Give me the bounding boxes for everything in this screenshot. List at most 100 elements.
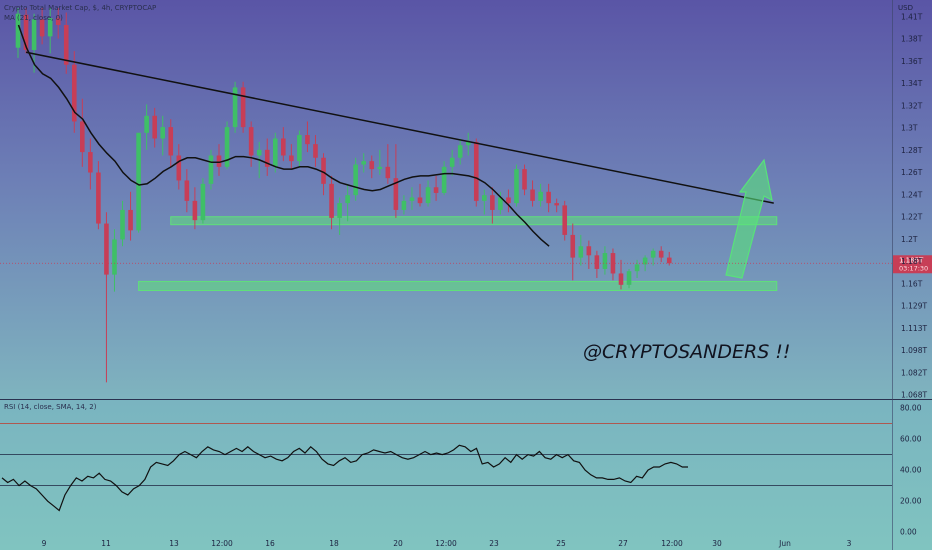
candle-body [530,189,535,201]
candle-body [144,115,149,133]
candle-body [31,19,37,50]
candle [634,259,640,279]
candle [441,161,447,196]
time-tick-label: 11 [101,539,111,548]
price-tick-label: 1.18T [901,257,923,266]
candle-body [232,87,238,128]
candle-body [128,209,133,231]
candle [224,121,230,170]
candle-body [71,64,77,122]
candle [449,149,455,176]
candle-body [490,195,495,210]
time-tick-label: 30 [712,539,722,548]
candle-body [554,203,559,206]
candle-body [449,157,455,167]
candle [47,8,53,54]
candle-body [289,155,294,162]
time-tick-label: 18 [329,539,339,548]
rsi-tick-label: 60.00 [900,435,922,444]
price-tick-label: 1.41T [901,13,923,22]
candle [55,8,61,39]
candle [473,138,479,207]
candle-body [425,187,431,204]
candle-body [104,223,109,275]
candle-body [313,144,318,158]
candle-body [345,195,350,204]
ma-line [17,24,550,247]
candle-body [409,197,415,201]
candle [409,187,415,210]
candle [626,268,632,289]
candle [361,153,367,173]
candle-body [152,115,157,139]
candle-body [498,197,503,210]
candle [329,175,334,230]
candle [120,200,125,247]
candle-body [417,197,423,204]
arrow-group [725,158,773,279]
candle [506,189,511,213]
time-tick-label: 3 [847,539,852,548]
candle-body [514,169,519,204]
price-tick-label: 1.2T [901,235,918,244]
candle [618,259,624,290]
price-tick-label: 1.098T [901,346,927,355]
candle-body [506,197,511,204]
candle [264,138,270,176]
candle-body [192,200,198,221]
candle [522,164,527,196]
price-pane-background [0,0,932,400]
candle-body [176,155,182,181]
candle [401,195,407,215]
candle-body [353,164,358,196]
price-tag-value: 1.185T [899,256,924,264]
candle-body [666,257,672,264]
price-tick-label: 1.16T [901,279,923,288]
price-tag-countdown: 03:17:30 [899,264,928,272]
price-tick-label: 1.113T [901,324,927,333]
time-tick-label: 12:00 [211,539,233,548]
candle [144,104,149,150]
candle-body [578,246,584,258]
candle-body [441,166,447,193]
rsi-tick-label: 40.00 [900,466,922,475]
candle [152,107,157,148]
candle-body [208,155,214,184]
candle [112,229,117,292]
candle [63,12,69,74]
candle [184,169,190,213]
candles [15,8,672,383]
candle-body [112,239,117,275]
candle-body [465,141,471,146]
candle [281,127,286,162]
price-tick-label: 1.34T [901,79,923,88]
candle-body [522,169,527,190]
candle [433,175,439,201]
candle [71,51,77,133]
candle-body [160,127,166,139]
support-zone-2 [138,280,778,291]
watermark-text: @CRYPTOSANDERS !! [583,341,791,363]
candle [425,180,431,207]
price-tick-label: 1.32T [901,101,923,110]
candle [385,144,391,184]
rsi-line [1,444,688,512]
projection-arrow [725,158,773,279]
candle [216,144,222,176]
time-tick-label: 20 [393,539,403,548]
candle [305,121,310,153]
price-tick-label: 1.22T [901,213,923,222]
time-tick-label: 9 [42,539,47,548]
price-tag [893,255,932,274]
candle-body [168,127,174,156]
candle [88,138,93,190]
candle-body [240,87,246,128]
candle [345,183,350,222]
candle [554,198,559,213]
candle [482,189,487,215]
candle-body [457,145,463,158]
rsi-tick-label: 80.00 [900,404,922,413]
candle-body [264,149,270,167]
